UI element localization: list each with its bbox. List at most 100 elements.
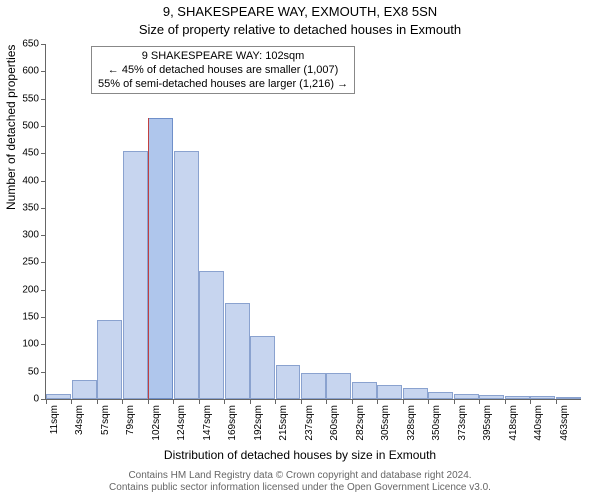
histogram-bar bbox=[352, 382, 377, 399]
histogram-bar bbox=[123, 151, 148, 400]
x-tick-label: 34sqm bbox=[74, 405, 85, 435]
histogram-bar bbox=[326, 373, 351, 399]
callout-box: 9 SHAKESPEARE WAY: 102sqm← 45% of detach… bbox=[91, 46, 355, 94]
callout-line1: 9 SHAKESPEARE WAY: 102sqm bbox=[98, 49, 348, 63]
x-tick bbox=[122, 399, 123, 404]
y-tick-label: 200 bbox=[22, 284, 39, 295]
y-tick bbox=[41, 208, 46, 209]
x-tick-label: 192sqm bbox=[253, 405, 264, 441]
histogram-bar bbox=[377, 385, 402, 399]
x-tick-label: 463sqm bbox=[559, 405, 570, 441]
page-title-line1: 9, SHAKESPEARE WAY, EXMOUTH, EX8 5SN bbox=[0, 4, 600, 19]
x-tick-label: 147sqm bbox=[202, 405, 213, 441]
x-tick bbox=[403, 399, 404, 404]
x-tick bbox=[97, 399, 98, 404]
x-tick bbox=[301, 399, 302, 404]
x-tick-label: 282sqm bbox=[355, 405, 366, 441]
y-tick-label: 100 bbox=[22, 339, 39, 350]
histogram-bar bbox=[72, 380, 97, 399]
x-tick bbox=[148, 399, 149, 404]
x-axis-label: Distribution of detached houses by size … bbox=[0, 448, 600, 462]
x-tick bbox=[173, 399, 174, 404]
y-tick bbox=[41, 290, 46, 291]
x-tick bbox=[556, 399, 557, 404]
histogram-bar bbox=[454, 394, 479, 399]
x-tick-label: 350sqm bbox=[431, 405, 442, 441]
x-tick-label: 169sqm bbox=[227, 405, 238, 441]
x-tick-label: 79sqm bbox=[125, 405, 136, 435]
histogram-bar bbox=[97, 320, 122, 399]
y-tick-label: 400 bbox=[22, 175, 39, 186]
histogram-chart: 0501001502002503003504004505005506006501… bbox=[45, 44, 581, 400]
x-tick bbox=[275, 399, 276, 404]
callout-line2: ← 45% of detached houses are smaller (1,… bbox=[98, 63, 348, 77]
x-tick bbox=[250, 399, 251, 404]
histogram-bar bbox=[428, 392, 453, 399]
x-tick-label: 260sqm bbox=[329, 405, 340, 441]
y-tick-label: 550 bbox=[22, 93, 39, 104]
y-tick-label: 250 bbox=[22, 257, 39, 268]
x-tick-label: 373sqm bbox=[457, 405, 468, 441]
y-tick-label: 650 bbox=[22, 39, 39, 50]
histogram-bar bbox=[199, 271, 224, 399]
x-tick-label: 328sqm bbox=[406, 405, 417, 441]
y-tick bbox=[41, 181, 46, 182]
histogram-bar-highlighted bbox=[148, 118, 173, 399]
y-tick bbox=[41, 153, 46, 154]
y-tick bbox=[41, 99, 46, 100]
x-tick-label: 11sqm bbox=[49, 405, 60, 434]
x-tick bbox=[326, 399, 327, 404]
x-tick bbox=[224, 399, 225, 404]
y-tick-label: 50 bbox=[28, 366, 39, 377]
y-tick-label: 300 bbox=[22, 230, 39, 241]
x-tick-label: 215sqm bbox=[278, 405, 289, 441]
x-tick bbox=[454, 399, 455, 404]
x-tick-label: 305sqm bbox=[380, 405, 391, 441]
y-tick bbox=[41, 372, 46, 373]
y-tick bbox=[41, 71, 46, 72]
y-tick-label: 150 bbox=[22, 312, 39, 323]
histogram-bar bbox=[403, 388, 428, 399]
x-tick bbox=[530, 399, 531, 404]
x-tick-label: 395sqm bbox=[482, 405, 493, 441]
histogram-bar bbox=[225, 303, 250, 399]
page-title-line2: Size of property relative to detached ho… bbox=[0, 22, 600, 37]
y-tick-label: 350 bbox=[22, 202, 39, 213]
histogram-bar bbox=[556, 397, 581, 399]
x-tick bbox=[71, 399, 72, 404]
histogram-bar bbox=[174, 151, 199, 400]
histogram-bar bbox=[46, 394, 71, 399]
y-tick-label: 600 bbox=[22, 66, 39, 77]
histogram-bar bbox=[301, 373, 326, 399]
x-tick bbox=[352, 399, 353, 404]
y-tick bbox=[41, 235, 46, 236]
x-tick-label: 440sqm bbox=[533, 405, 544, 441]
y-axis-label: Number of detached properties bbox=[4, 45, 18, 210]
y-tick-label: 450 bbox=[22, 148, 39, 159]
histogram-bar bbox=[479, 395, 504, 399]
y-tick bbox=[41, 317, 46, 318]
histogram-bar bbox=[530, 396, 555, 399]
x-tick bbox=[199, 399, 200, 404]
x-tick-label: 57sqm bbox=[100, 405, 111, 435]
x-tick bbox=[46, 399, 47, 404]
callout-line3: 55% of semi-detached houses are larger (… bbox=[98, 77, 348, 91]
y-tick-label: 500 bbox=[22, 120, 39, 131]
y-tick bbox=[41, 44, 46, 45]
histogram-bar bbox=[250, 336, 275, 399]
histogram-bar bbox=[505, 396, 530, 399]
footer-line2: Contains public sector information licen… bbox=[0, 482, 600, 494]
y-tick-label: 0 bbox=[33, 394, 39, 405]
x-tick bbox=[428, 399, 429, 404]
x-tick bbox=[377, 399, 378, 404]
x-tick-label: 237sqm bbox=[304, 405, 315, 441]
x-tick bbox=[479, 399, 480, 404]
footer-line1: Contains HM Land Registry data © Crown c… bbox=[0, 470, 600, 482]
y-tick bbox=[41, 344, 46, 345]
y-tick bbox=[41, 262, 46, 263]
y-tick bbox=[41, 126, 46, 127]
property-marker-line bbox=[148, 118, 149, 399]
footer-attribution: Contains HM Land Registry data © Crown c… bbox=[0, 470, 600, 494]
x-tick-label: 418sqm bbox=[508, 405, 519, 441]
x-tick-label: 102sqm bbox=[151, 405, 162, 441]
